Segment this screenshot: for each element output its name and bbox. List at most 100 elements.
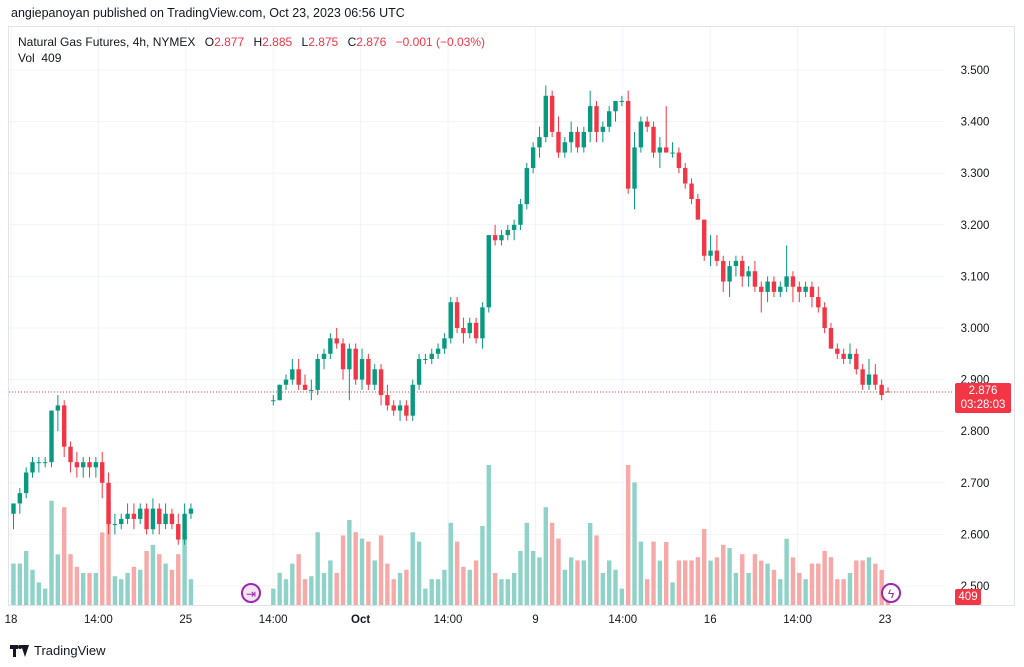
volume-bar [613, 569, 618, 605]
volume-bar [74, 566, 80, 605]
candle-body [277, 384, 282, 401]
candle-body [784, 276, 789, 287]
volume-bar [828, 557, 834, 605]
volume-bar [340, 535, 346, 605]
volume-bar [644, 579, 650, 605]
volume-bar [435, 579, 441, 605]
volume-bar [581, 560, 587, 605]
volume-bar [746, 573, 751, 605]
volume-bar [568, 557, 574, 605]
volume-bar [391, 579, 396, 605]
candle-body [347, 348, 352, 370]
candle-body [169, 513, 175, 525]
volume-bar [733, 573, 739, 605]
candle-body [404, 405, 409, 416]
candle-body [296, 369, 301, 385]
volume-bar [606, 560, 612, 605]
candle-body [36, 462, 42, 464]
candle-body [499, 235, 504, 241]
candle-body [328, 338, 333, 354]
volume-bar [302, 579, 308, 605]
open-value: 2.877 [214, 35, 245, 49]
candle-body [721, 260, 726, 282]
volume-bar [163, 563, 168, 605]
candle-body [835, 348, 840, 354]
candle-body [353, 348, 358, 380]
candle-body [30, 462, 35, 473]
candle-body [42, 462, 48, 464]
volume-bar [664, 542, 669, 605]
candle-body [664, 147, 669, 153]
volume-bar [702, 529, 707, 605]
candle-body [23, 472, 29, 494]
candle-body [727, 266, 732, 282]
candle-body [321, 353, 327, 359]
volume-bar [277, 572, 282, 605]
volume-bar [619, 588, 625, 605]
volume-bar [486, 465, 491, 605]
candle-body [448, 302, 453, 339]
volume-bar [112, 576, 118, 605]
volume-bar [404, 569, 409, 605]
candle-body [657, 147, 663, 153]
volume-bar [315, 532, 320, 605]
volume-bar [752, 554, 758, 605]
candle-body [524, 168, 529, 205]
candle-body [163, 513, 168, 525]
volume-bar [87, 573, 92, 605]
lightning-icon[interactable]: ϟ [881, 583, 901, 603]
candle-body [144, 508, 149, 530]
volume-bar [809, 563, 815, 605]
candle-body [366, 358, 371, 385]
candle-body [429, 353, 434, 359]
volume-bar [835, 579, 840, 605]
chart-frame[interactable] [8, 26, 1015, 606]
candle-body [879, 384, 884, 396]
candle-body [505, 229, 510, 236]
candle-body [150, 508, 156, 530]
candle-body [841, 353, 846, 359]
volume-bar [144, 551, 149, 605]
volume-bar [784, 538, 789, 605]
replay-icon[interactable]: ⇥ [241, 583, 261, 603]
volume-bar [125, 573, 130, 605]
volume-bar [378, 535, 384, 605]
candle-body [822, 307, 827, 328]
y-tick-label: 3.100 [961, 271, 990, 283]
volume-bar [524, 522, 529, 605]
candle-body [68, 446, 73, 463]
candle-body [752, 271, 758, 287]
y-tick-label: 3.000 [961, 323, 990, 335]
volume-bar [309, 576, 314, 605]
candle-body [410, 384, 415, 416]
volume-bar [695, 557, 701, 605]
volume-bar [366, 541, 371, 605]
y-tick-label: 3.500 [961, 65, 990, 77]
candle-body [613, 100, 618, 112]
volume-bar [271, 588, 276, 605]
volume-bar [594, 535, 599, 605]
candle-body [860, 369, 865, 385]
candle-body [765, 281, 770, 292]
open-label: O [204, 35, 215, 49]
volume-bar [473, 560, 479, 605]
volume-bar [670, 582, 675, 605]
candle-body [790, 276, 796, 287]
candle-body [492, 235, 498, 241]
candle-body [435, 348, 441, 354]
candle-body [442, 338, 447, 349]
volume-bar [61, 507, 67, 605]
volume-bar [321, 573, 327, 605]
volume-bar [537, 557, 542, 605]
volume-bar [36, 582, 42, 605]
volume-bar [353, 532, 358, 605]
candle-body [746, 271, 751, 277]
candle-body [290, 369, 295, 380]
footer-brand[interactable]: TradingView [10, 643, 106, 658]
candle-body [100, 462, 105, 483]
symbol-title[interactable]: Natural Gas Futures, 4h, NYMEX [18, 35, 196, 49]
bar-countdown: 03:28:03 [960, 399, 1006, 411]
candle-body [683, 168, 688, 184]
candle-body [644, 121, 650, 127]
